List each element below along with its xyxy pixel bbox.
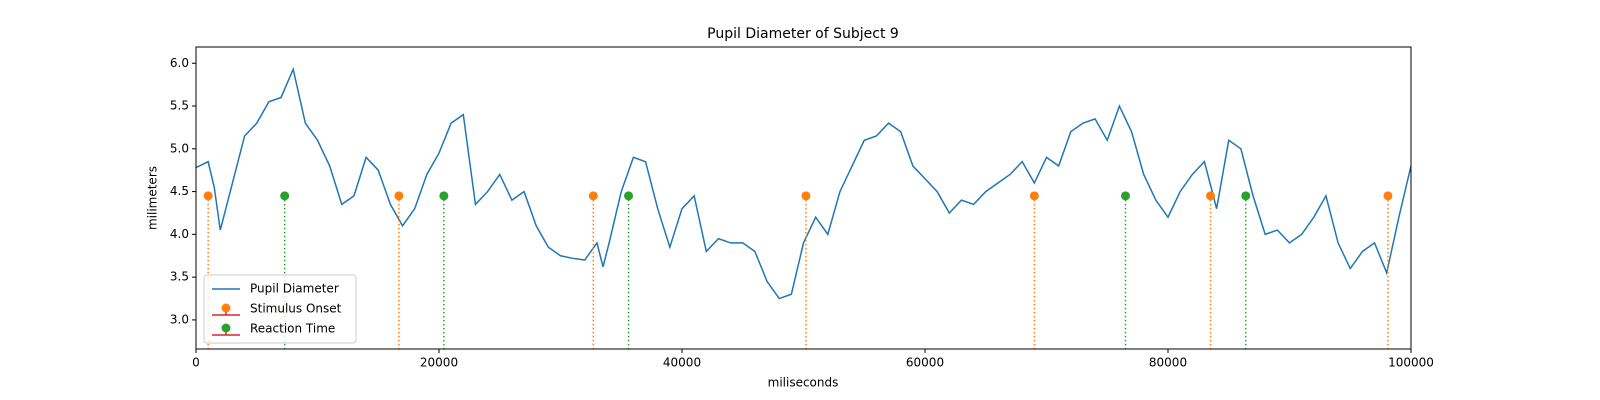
stem-marker <box>1241 191 1251 201</box>
y-tick-label: 4.0 <box>170 227 189 241</box>
y-tick-label: 5.0 <box>170 141 189 155</box>
x-tick-label: 20000 <box>420 356 458 370</box>
x-tick-label: 60000 <box>906 356 944 370</box>
stem-marker <box>203 191 213 201</box>
x-tick-label: 0 <box>192 356 200 370</box>
stem-marker <box>1029 191 1039 201</box>
stem-marker <box>624 191 634 201</box>
y-tick-label: 4.5 <box>170 184 189 198</box>
x-axis-label: miliseconds <box>768 376 839 390</box>
stem-marker <box>1383 191 1393 201</box>
axes-frame <box>195 46 1412 350</box>
x-tick-label: 40000 <box>663 356 701 370</box>
y-tick-label: 5.5 <box>170 99 189 113</box>
stem-marker <box>439 191 449 201</box>
pupil-line <box>196 66 1411 300</box>
stem-marker <box>1120 191 1130 201</box>
legend-marker <box>221 303 231 313</box>
legend-label: Reaction Time <box>250 322 335 336</box>
stem-marker <box>588 191 598 201</box>
legend-label: Pupil Diameter <box>250 282 339 296</box>
legend-marker <box>221 323 231 333</box>
chart-title: Pupil Diameter of Subject 9 <box>707 26 899 42</box>
stem-marker <box>280 191 290 201</box>
stem-marker <box>394 191 404 201</box>
stem-marker <box>801 191 811 201</box>
y-tick-label: 3.0 <box>170 312 189 326</box>
plot-area <box>196 66 1411 349</box>
x-tick-label: 100000 <box>1388 356 1434 370</box>
y-tick-label: 6.0 <box>170 56 189 70</box>
y-axis-label: milimeters <box>146 166 160 230</box>
stem-marker <box>1206 191 1216 201</box>
legend-box <box>203 274 357 344</box>
legend-label: Stimulus Onset <box>250 302 342 316</box>
x-tick-label: 80000 <box>1149 356 1187 370</box>
y-tick-label: 3.5 <box>170 270 189 284</box>
